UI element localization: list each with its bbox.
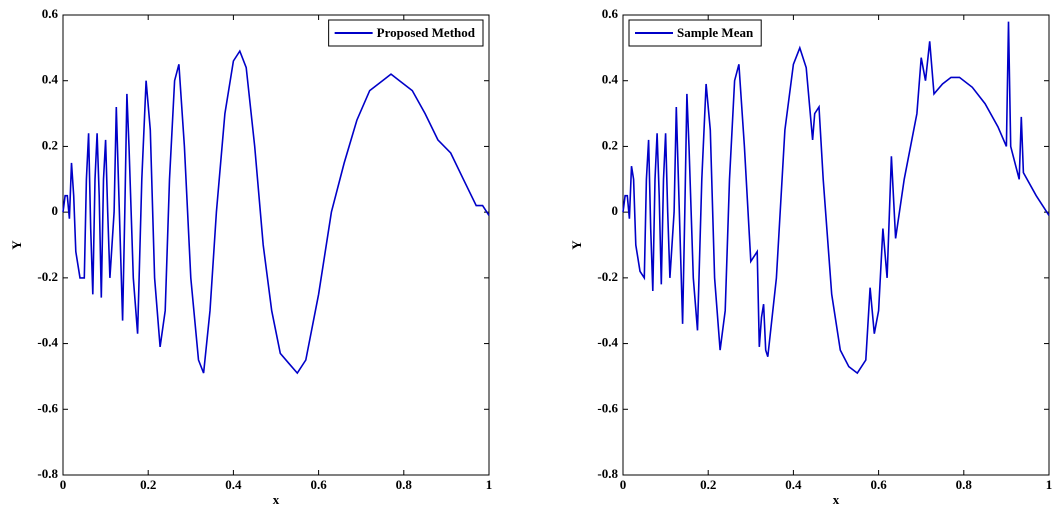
y-axis-label: Y bbox=[9, 240, 24, 250]
y-tick-label: 0.6 bbox=[602, 6, 619, 21]
y-tick-label: -0.2 bbox=[37, 269, 58, 284]
y-tick-label: 0.2 bbox=[42, 137, 58, 152]
y-tick-label: 0.6 bbox=[42, 6, 59, 21]
x-axis-label: x bbox=[833, 492, 840, 507]
x-tick-label: 0 bbox=[620, 477, 627, 492]
x-tick-label: 0.2 bbox=[700, 477, 716, 492]
x-tick-label: 1 bbox=[1046, 477, 1053, 492]
y-tick-label: 0 bbox=[612, 203, 619, 218]
y-tick-label: -0.2 bbox=[597, 269, 618, 284]
x-tick-label: 0.8 bbox=[396, 477, 413, 492]
y-tick-label: -0.8 bbox=[597, 466, 618, 481]
x-axis-label: x bbox=[273, 492, 280, 507]
y-tick-label: 0 bbox=[52, 203, 59, 218]
plot-area bbox=[622, 14, 1050, 476]
x-tick-label: 0.6 bbox=[310, 477, 327, 492]
y-tick-label: 0.2 bbox=[602, 137, 618, 152]
data-line bbox=[62, 49, 490, 375]
y-tick-label: 0.4 bbox=[602, 72, 619, 87]
legend-label: Proposed Method bbox=[377, 25, 476, 40]
y-tick-label: 0.4 bbox=[42, 72, 59, 87]
legend-label: Sample Mean bbox=[677, 25, 754, 40]
x-tick-label: 0.4 bbox=[785, 477, 802, 492]
x-tick-label: 0 bbox=[60, 477, 67, 492]
x-tick-label: 0.4 bbox=[225, 477, 242, 492]
x-tick-label: 1 bbox=[486, 477, 493, 492]
y-tick-label: -0.6 bbox=[37, 400, 58, 415]
y-tick-label: -0.4 bbox=[37, 335, 58, 350]
y-tick-label: -0.6 bbox=[597, 400, 618, 415]
x-tick-label: 0.8 bbox=[956, 477, 973, 492]
y-tick-label: -0.4 bbox=[597, 335, 618, 350]
y-tick-label: -0.8 bbox=[37, 466, 58, 481]
data-line bbox=[622, 21, 1050, 375]
plot-area bbox=[62, 14, 490, 476]
x-tick-label: 0.2 bbox=[140, 477, 156, 492]
x-tick-label: 0.6 bbox=[870, 477, 887, 492]
y-axis-label: Y bbox=[569, 240, 584, 250]
